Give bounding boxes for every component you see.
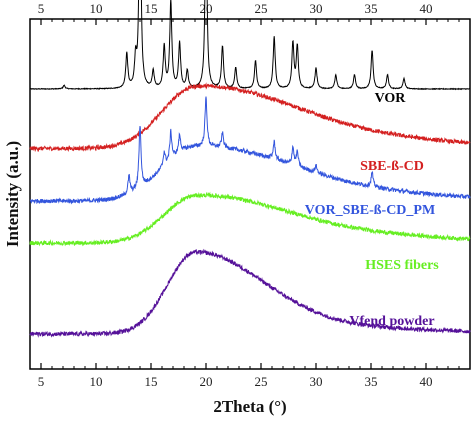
x-tick-label-bottom: 25 [255,374,268,389]
x-tick-label-top: 15 [145,1,158,16]
series-label-2: VOR_SBE-ß-CD_PM [305,203,435,218]
x-tick-label-bottom: 5 [38,374,45,389]
x-tick-label-top: 5 [38,1,45,16]
x-axis-bottom-ticks: 5 10 15 20 25 30 35 40 [38,363,460,389]
series-label-3: HSES fibers [365,258,439,273]
x-tick-label-top: 30 [310,1,323,16]
series-line-4 [29,248,471,338]
x-axis-title: 2Theta (°) [213,397,286,416]
y-axis-title: Intensity (a.u.) [3,141,22,247]
x-tick-label-top: 25 [255,1,268,16]
x-tick-label-bottom: 10 [90,374,103,389]
series-label-1: SBE-ß-CD [360,159,424,174]
x-tick-label-top: 40 [420,1,433,16]
x-tick-label-bottom: 20 [200,374,213,389]
x-axis-top-ticks: 5 10 15 20 25 30 35 40 [38,1,460,25]
series-line-0 [29,0,470,91]
series-traces [29,0,471,338]
series-label-0: VOR [375,91,407,106]
x-tick-label-top: 35 [365,1,378,16]
series-line-1 [29,82,471,153]
series-line-3 [29,191,471,247]
series-label-4: Vfend powder [349,314,434,329]
x-tick-label-bottom: 30 [310,374,323,389]
x-tick-label-bottom: 35 [365,374,378,389]
series-labels: VOR SBE-ß-CD VOR_SBE-ß-CD_PM HSES fibers Vfe… [305,91,440,329]
x-tick-label-top: 20 [200,1,213,16]
x-tick-label-top: 10 [90,1,103,16]
x-tick-label-bottom: 40 [420,374,433,389]
series-line-2 [29,96,471,205]
x-tick-label-bottom: 15 [145,374,158,389]
